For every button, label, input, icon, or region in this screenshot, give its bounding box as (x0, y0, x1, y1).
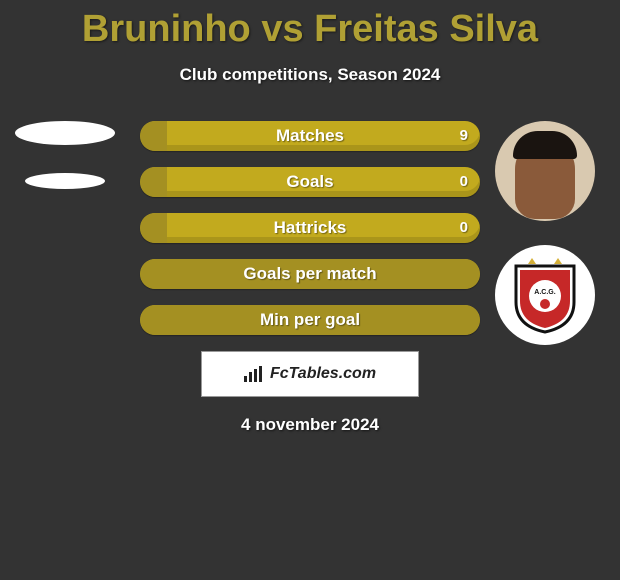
stat-bar-value-right: 9 (460, 121, 468, 151)
stat-bar-label: Matches (140, 121, 480, 151)
stat-bar-label: Hattricks (140, 213, 480, 243)
club-initials-text: A.C.G. (534, 289, 555, 296)
stat-bar-label: Min per goal (140, 305, 480, 335)
stat-bar-label: Goals per match (140, 259, 480, 289)
comparison-content: A.C.G. Matches9Goals0Hattricks0Goals per… (0, 121, 620, 335)
player-left-avatar-placeholder (15, 121, 115, 145)
watermark-chart-icon (244, 366, 264, 382)
player-right-avatar (495, 121, 595, 221)
subtitle: Club competitions, Season 2024 (0, 65, 620, 85)
avatar-hair-shape (513, 131, 577, 159)
stat-bar: Goals0 (140, 167, 480, 197)
date-text: 4 november 2024 (0, 415, 620, 435)
stat-bar: Goals per match (140, 259, 480, 289)
watermark-text: FcTables.com (270, 365, 376, 383)
player-right-club-logo: A.C.G. (495, 245, 595, 345)
stat-bar-value-right: 0 (460, 167, 468, 197)
player-left-column (10, 121, 120, 217)
stat-bars: Matches9Goals0Hattricks0Goals per matchM… (140, 121, 480, 335)
player-right-column: A.C.G. (490, 121, 600, 345)
stat-bar: Min per goal (140, 305, 480, 335)
club-badge-icon: A.C.G. (512, 256, 578, 334)
stat-bar-value-right: 0 (460, 213, 468, 243)
page-title: Bruninho vs Freitas Silva (0, 0, 620, 51)
player-left-club-placeholder (25, 173, 105, 189)
watermark-box: FcTables.com (201, 351, 419, 397)
stat-bar: Hattricks0 (140, 213, 480, 243)
stat-bar-label: Goals (140, 167, 480, 197)
stat-bar: Matches9 (140, 121, 480, 151)
